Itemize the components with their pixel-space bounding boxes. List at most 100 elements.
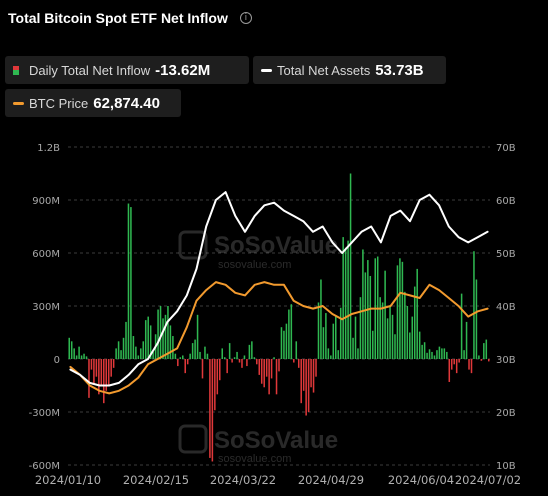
- inflow-bar[interactable]: [130, 207, 132, 359]
- inflow-bar[interactable]: [80, 355, 83, 359]
- inflow-bar[interactable]: [73, 348, 75, 359]
- inflow-bar[interactable]: [273, 357, 275, 359]
- info-icon[interactable]: i: [239, 12, 252, 24]
- inflow-bar[interactable]: [423, 342, 426, 359]
- inflow-bar[interactable]: [396, 265, 399, 359]
- inflow-bar[interactable]: [219, 359, 221, 381]
- inflow-bar[interactable]: [458, 359, 460, 363]
- inflow-bar[interactable]: [473, 251, 475, 359]
- inflow-bar[interactable]: [107, 359, 110, 386]
- inflow-bar[interactable]: [335, 316, 337, 359]
- legend-assets[interactable]: Total Net Assets 53.73B: [253, 56, 446, 84]
- inflow-bar[interactable]: [483, 343, 485, 359]
- inflow-bar[interactable]: [386, 318, 389, 359]
- inflow-bar[interactable]: [391, 314, 394, 359]
- inflow-bar[interactable]: [441, 348, 443, 359]
- inflow-bar[interactable]: [172, 336, 174, 359]
- inflow-bar[interactable]: [248, 344, 251, 359]
- inflow-bar[interactable]: [137, 355, 140, 359]
- inflow-bar[interactable]: [167, 306, 169, 359]
- inflow-bar[interactable]: [297, 359, 300, 368]
- inflow-bar[interactable]: [68, 337, 70, 359]
- inflow-bar[interactable]: [231, 359, 233, 363]
- inflow-bar[interactable]: [436, 350, 438, 359]
- inflow-bar[interactable]: [468, 359, 470, 370]
- inflow-bar[interactable]: [307, 359, 310, 412]
- inflow-bar[interactable]: [149, 325, 152, 359]
- inflow-bar[interactable]: [359, 297, 362, 359]
- inflow-bar[interactable]: [147, 316, 149, 359]
- inflow-bar[interactable]: [428, 349, 431, 359]
- inflow-bar[interactable]: [204, 346, 206, 359]
- inflow-bar[interactable]: [263, 359, 265, 388]
- inflow-bar[interactable]: [320, 279, 322, 360]
- inflow-bar[interactable]: [342, 237, 344, 359]
- inflow-bar[interactable]: [162, 318, 164, 359]
- inflow-bar[interactable]: [357, 348, 359, 359]
- inflow-bar[interactable]: [258, 359, 261, 375]
- inflow-bar[interactable]: [485, 339, 488, 359]
- inflow-bar[interactable]: [443, 348, 446, 359]
- inflow-bar[interactable]: [470, 359, 473, 374]
- inflow-bar[interactable]: [152, 351, 154, 359]
- inflow-bar[interactable]: [85, 356, 88, 359]
- inflow-bar[interactable]: [265, 359, 268, 377]
- inflow-bar[interactable]: [381, 302, 384, 359]
- inflow-bar[interactable]: [159, 306, 162, 359]
- inflow-bar[interactable]: [226, 359, 228, 374]
- inflow-bar[interactable]: [275, 359, 278, 395]
- inflow-bar[interactable]: [120, 350, 122, 359]
- inflow-bar[interactable]: [349, 173, 352, 360]
- inflow-bar[interactable]: [132, 336, 135, 359]
- inflow-bar[interactable]: [310, 359, 312, 388]
- inflow-bar[interactable]: [260, 359, 263, 384]
- inflow-bar[interactable]: [404, 291, 406, 359]
- inflow-bar[interactable]: [191, 343, 194, 359]
- inflow-bar[interactable]: [194, 339, 196, 359]
- inflow-bar[interactable]: [399, 258, 401, 359]
- inflow-bar[interactable]: [70, 341, 73, 359]
- inflow-bar[interactable]: [88, 359, 90, 398]
- inflow-bar[interactable]: [122, 337, 125, 359]
- inflow-bar[interactable]: [418, 331, 421, 359]
- inflow-bar[interactable]: [312, 359, 315, 393]
- inflow-bar[interactable]: [135, 346, 137, 359]
- inflow-bar[interactable]: [409, 332, 411, 360]
- inflow-bar[interactable]: [480, 359, 483, 361]
- inflow-bar[interactable]: [455, 359, 458, 374]
- inflow-bar[interactable]: [233, 357, 236, 359]
- inflow-bar[interactable]: [251, 341, 253, 359]
- inflow-bar[interactable]: [302, 359, 305, 391]
- inflow-bar[interactable]: [256, 359, 258, 365]
- inflow-bar[interactable]: [280, 327, 283, 359]
- inflow-bar[interactable]: [354, 316, 357, 359]
- inflow-bar[interactable]: [93, 359, 95, 384]
- inflow-bar[interactable]: [201, 359, 204, 379]
- inflow-bar[interactable]: [144, 320, 147, 359]
- inflow-bar[interactable]: [438, 346, 441, 359]
- inflow-bar[interactable]: [270, 359, 273, 379]
- inflow-bar[interactable]: [112, 359, 115, 368]
- inflow-bar[interactable]: [475, 279, 478, 360]
- inflow-bar[interactable]: [416, 268, 418, 359]
- inflow-bar[interactable]: [238, 359, 241, 363]
- net-assets-line[interactable]: [69, 191, 489, 387]
- inflow-bar[interactable]: [103, 359, 105, 404]
- inflow-bar[interactable]: [209, 359, 211, 458]
- inflow-bar[interactable]: [332, 323, 335, 359]
- legend-inflow[interactable]: Daily Total Net Inflow -13.62M: [5, 56, 249, 84]
- inflow-bar[interactable]: [426, 352, 428, 359]
- inflow-bar[interactable]: [339, 307, 342, 359]
- inflow-bar[interactable]: [290, 304, 293, 359]
- inflow-bar[interactable]: [184, 359, 186, 374]
- legend-price[interactable]: BTC Price 62,874.40: [5, 89, 181, 117]
- inflow-bar[interactable]: [300, 359, 302, 404]
- inflow-bar[interactable]: [293, 359, 295, 363]
- inflow-bar[interactable]: [453, 359, 455, 365]
- inflow-bar[interactable]: [450, 359, 453, 370]
- inflow-bar[interactable]: [327, 348, 330, 359]
- inflow-bar[interactable]: [189, 353, 191, 359]
- inflow-bar[interactable]: [344, 247, 347, 359]
- inflow-bar[interactable]: [460, 293, 463, 359]
- inflow-bar[interactable]: [164, 314, 167, 359]
